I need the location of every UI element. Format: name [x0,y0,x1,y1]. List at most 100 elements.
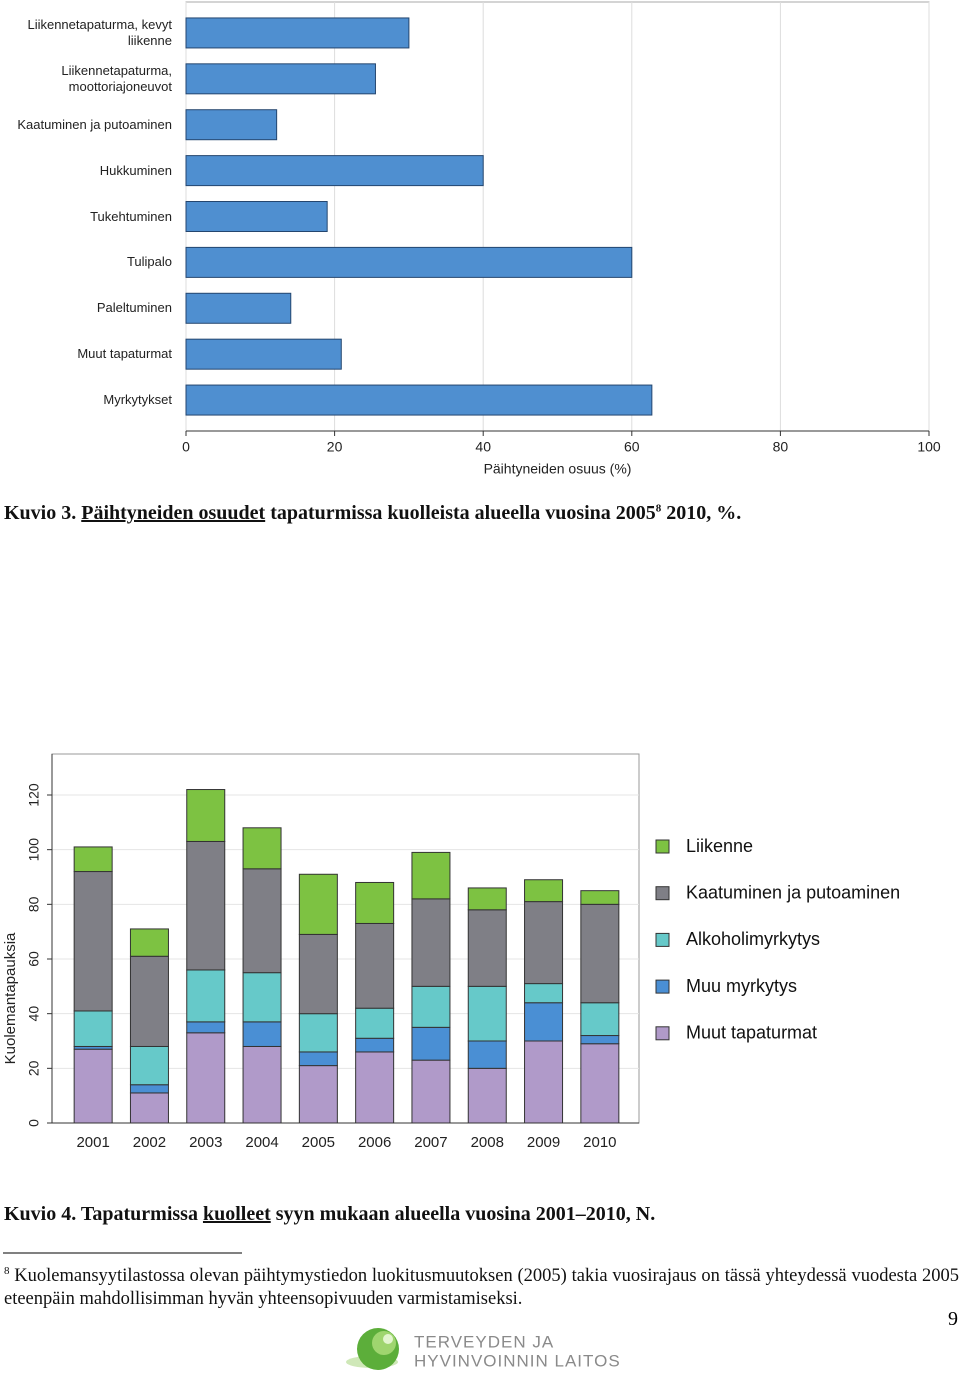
y-tick-label: Myrkytykset [103,392,172,408]
x-tick-label: 2008 [471,1134,504,1151]
caption-text: Päihtyneiden osuudet [81,502,266,524]
bar-segment [411,985,451,1028]
bar [185,109,278,141]
legend-label: Kaatuminen ja putoaminen [686,882,900,902]
bar [185,63,376,95]
bar-segment [129,928,169,957]
bar-segment [524,983,564,1004]
caption-text: syyn mukaan alueella vuosina 2001–2010, … [270,1203,656,1225]
bar-segment [186,840,226,971]
y-tick-label: 100 [26,838,42,862]
bar-segment [242,1045,282,1124]
bar-segment [298,1051,338,1067]
y-tick-label: Muut tapaturmat [77,346,172,362]
caption-text: 2010, %. [661,502,742,524]
y-tick-label: 20 [26,1060,42,1076]
footnote-ref: 8 [655,502,662,515]
bar-segment [186,969,226,1023]
x-tick-label: 0 [182,439,190,455]
x-axis-label: Päihtyneiden osuus (%) [484,461,632,477]
bar-segment [524,901,564,985]
bar [185,338,342,370]
legend-swatch [655,1026,670,1041]
bar-segment [355,1051,395,1124]
x-tick-label: 20 [327,439,343,455]
bar-segment [242,827,282,870]
bar-segment [242,1021,282,1047]
y-tick-label: Tukehtuminen [90,208,172,224]
bar-segment [467,1067,507,1124]
bar-segment [524,879,564,903]
bar-segment [355,1007,395,1039]
bar-segment [73,846,113,873]
logo-line: HYVINVOINNIN LAITOS [414,1351,621,1370]
x-tick-label: 2002 [133,1134,166,1151]
y-tick-label: Kaatuminen ja putoaminen [17,116,172,132]
legend-swatch [655,932,670,947]
x-tick-label: 2001 [76,1134,109,1151]
caption-text: tapaturmissa kuolleista alueella vuosina… [265,502,656,524]
logo-icon [346,1328,399,1370]
y-tick-label: Paleltuminen [96,300,172,316]
y-tick-label: Tulipalo [126,254,172,270]
bar-segment [298,873,338,935]
bar-segment [411,1026,451,1061]
bar-segment [467,887,507,911]
legend-label: Muut tapaturmat [686,1023,817,1043]
y-tick-label: Liikennetapaturma, kevyt liikenne [27,16,172,48]
bar-segment [186,1021,226,1034]
bar-segment [298,933,338,1015]
legend-swatch [655,839,670,854]
caption-text: Kuvio 3. [4,502,82,524]
bar [185,246,633,278]
bar [185,201,328,232]
legend-swatch [655,979,670,994]
bar-segment [73,871,113,1012]
bar-segment [467,985,507,1042]
bar-segment [411,1059,451,1124]
x-tick-label: 2007 [414,1134,447,1151]
x-tick-label: 2010 [583,1134,616,1151]
page-number: 9 [948,1308,958,1330]
y-tick-label: 40 [26,1006,42,1022]
bar-segment [524,1040,564,1124]
x-tick-label: 2003 [189,1134,222,1151]
y-tick-label: 120 [26,783,42,807]
x-tick-label: 60 [624,439,640,455]
y-tick-label: 80 [26,896,42,912]
x-tick-label: 2004 [245,1134,278,1151]
bar-segment [129,1092,169,1124]
bar-segment [580,903,620,1004]
x-tick-label: 80 [773,439,789,455]
legend-label: Liikenne [686,836,753,856]
bar [185,155,484,187]
bar-segment [355,1037,395,1053]
bar-segment [242,868,282,974]
y-tick-label: 0 [26,1119,42,1127]
bar-segment [73,1010,113,1047]
legend-label: Muu myrkytys [686,976,797,996]
caption: Kuvio 4. Tapaturmissa kuolleet syyn muka… [4,1203,655,1226]
bar-segment [467,909,507,987]
bar-segment [129,955,169,1047]
x-tick-label: 2005 [302,1134,335,1151]
bar [185,384,653,416]
x-tick-label: 2006 [358,1134,391,1151]
bar [185,17,410,49]
y-axis-label: Kuolemantapauksia [2,932,19,1064]
y-tick-label: Liikennetapaturma, moottoriajoneuvot [61,62,172,94]
bar-segment [411,898,451,987]
bar-segment [411,851,451,900]
caption-text: kuolleet [202,1203,271,1225]
bar-segment [580,1002,620,1037]
bar-segment [73,1048,113,1124]
legend-swatch [655,886,670,901]
bar-segment [580,1035,620,1045]
x-tick-label: 2009 [527,1134,560,1151]
footnote-mark: 8 [4,1265,10,1277]
bar-segment [242,972,282,1023]
bar-segment [129,1045,169,1086]
bar-segment [186,1032,226,1124]
bar-segment [580,890,620,905]
